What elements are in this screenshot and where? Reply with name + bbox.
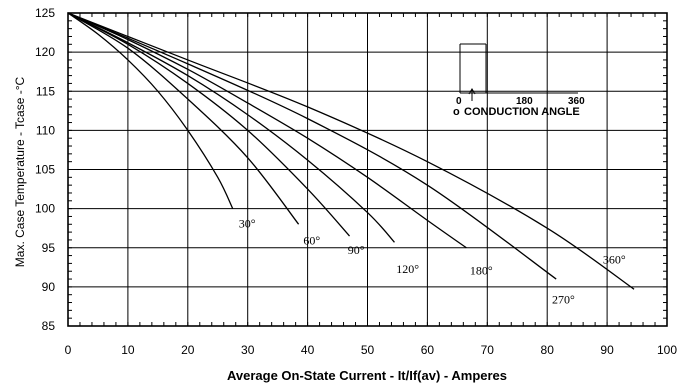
inset-tick-360: 360 xyxy=(568,96,585,107)
series-line xyxy=(67,12,395,243)
series-label: 90° xyxy=(348,243,365,257)
series-line xyxy=(67,12,557,280)
x-tick-label: 20 xyxy=(181,343,195,357)
x-tick-label: 30 xyxy=(241,343,255,357)
y-axis-title: Max. Case Temperature - Tcase -°C xyxy=(13,76,27,267)
y-tick-labels: 85 90 95 100 105 110 115 120 125 xyxy=(35,6,55,333)
y-tick-label: 100 xyxy=(35,202,55,216)
series-line xyxy=(67,12,234,209)
x-tick-label: 80 xyxy=(541,343,555,357)
y-tick-label: 115 xyxy=(36,84,55,98)
y-tick-label: 85 xyxy=(42,319,56,333)
y-tick-label: 120 xyxy=(35,45,55,59)
x-tick-label: 0 xyxy=(65,343,72,357)
y-tick-label: 90 xyxy=(42,280,56,294)
x-axis-title: Average On-State Current - It/If(av) - A… xyxy=(227,368,507,383)
plot-frame xyxy=(67,12,668,327)
x-tick-label: 40 xyxy=(301,343,315,357)
series-label: 270° xyxy=(552,292,575,306)
x-tick-label: 100 xyxy=(657,343,677,357)
series-label: 60° xyxy=(303,234,320,248)
conduction-angle-inset: 0 180 360 o CONDUCTION ANGLE xyxy=(453,43,585,118)
x-tick-labels: 0 10 20 30 40 50 60 70 80 90 100 xyxy=(65,343,678,357)
x-tick-label: 70 xyxy=(481,343,495,357)
series-line xyxy=(67,12,300,225)
x-tick-label: 90 xyxy=(600,343,614,357)
y-tick-label: 105 xyxy=(35,163,55,177)
y-tick-label: 110 xyxy=(36,123,55,137)
inset-label: CONDUCTION ANGLE xyxy=(464,106,580,118)
y-tick-label: 125 xyxy=(35,6,55,20)
grid xyxy=(67,12,668,327)
x-tick-label: 60 xyxy=(421,343,435,357)
series-line xyxy=(67,12,635,290)
series-labels: 30° 60° 90° 120° 180° 270° 360° xyxy=(239,216,626,306)
series-line xyxy=(67,12,467,249)
series-label: 30° xyxy=(239,216,256,230)
y-tick-label: 95 xyxy=(42,241,56,255)
inset-marker: o xyxy=(453,106,460,118)
inset-arrow-head xyxy=(468,88,476,95)
series-label: 360° xyxy=(603,252,626,266)
x-tick-label: 10 xyxy=(121,343,135,357)
series-line xyxy=(67,12,351,237)
series-group xyxy=(67,12,635,290)
inset-tick-180: 180 xyxy=(516,96,533,107)
series-label: 180° xyxy=(470,263,493,277)
inset-tick-0: 0 xyxy=(456,96,462,107)
x-tick-label: 50 xyxy=(361,343,375,357)
series-label: 120° xyxy=(396,262,419,276)
